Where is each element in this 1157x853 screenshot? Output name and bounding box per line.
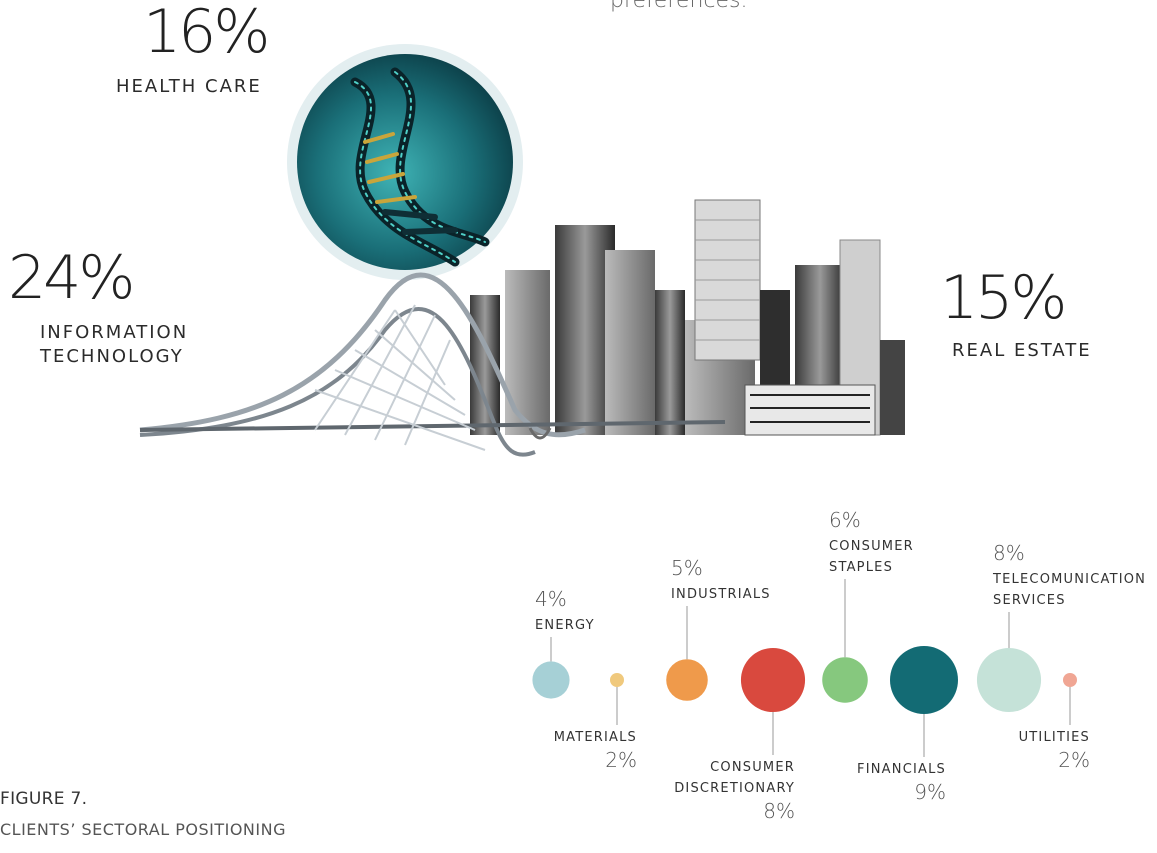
label-telecomunication-services-2: SERVICES xyxy=(993,593,1066,608)
header-fragment: preferences. xyxy=(610,0,748,13)
figure-title: FIGURE 7. xyxy=(0,789,88,809)
bubble-industrials xyxy=(666,659,708,701)
pct-industrials: 5% xyxy=(671,556,703,580)
label-telecomunication-services-1: TELECOMUNICATION xyxy=(992,572,1146,587)
pct-utilities: 2% xyxy=(1058,748,1090,772)
bubble-financials xyxy=(890,646,958,714)
bubble-utilities xyxy=(1063,673,1077,687)
label-financials: FINANCIALS xyxy=(857,762,946,777)
it-label-line2: TECHNOLOGY xyxy=(40,346,184,367)
label-energy: ENERGY xyxy=(535,618,595,633)
pct-consumer-staples: 6% xyxy=(829,508,861,532)
bubble-energy xyxy=(532,661,570,699)
figure-subtitle: CLIENTS’ SECTORAL POSITIONING xyxy=(0,820,286,839)
label-industrials: INDUSTRIALS xyxy=(671,587,771,602)
bubble-consumer-discretionary xyxy=(740,647,806,713)
dna-image xyxy=(287,44,523,280)
pct-consumer-discretionary: 8% xyxy=(763,799,795,823)
health-care-pct: 16% xyxy=(143,0,270,67)
label-consumer-discretionary-2: DISCRETIONARY xyxy=(674,781,795,796)
label-consumer-staples-2: STAPLES xyxy=(829,560,893,575)
bubble-consumer-staples xyxy=(822,657,868,703)
real-estate-pct: 15% xyxy=(940,263,1067,333)
bubble-telecomunication-services xyxy=(976,647,1042,713)
label-materials: MATERIALS xyxy=(554,730,637,745)
it-label-line1: INFORMATION xyxy=(40,322,189,343)
skyline-bridge-image xyxy=(139,199,905,457)
label-consumer-staples-1: CONSUMER xyxy=(829,539,914,554)
pct-financials: 9% xyxy=(914,780,946,804)
pct-energy: 4% xyxy=(535,587,567,611)
it-pct: 24% xyxy=(8,243,135,313)
real-estate-label: REAL ESTATE xyxy=(952,340,1092,361)
label-consumer-discretionary-1: CONSUMER xyxy=(710,760,795,775)
pct-materials: 2% xyxy=(605,748,637,772)
label-utilities: UTILITIES xyxy=(1019,730,1090,745)
health-care-label: HEALTH CARE xyxy=(116,76,262,97)
bubble-materials xyxy=(610,673,624,687)
pct-telecomunication-services: 8% xyxy=(993,541,1025,565)
